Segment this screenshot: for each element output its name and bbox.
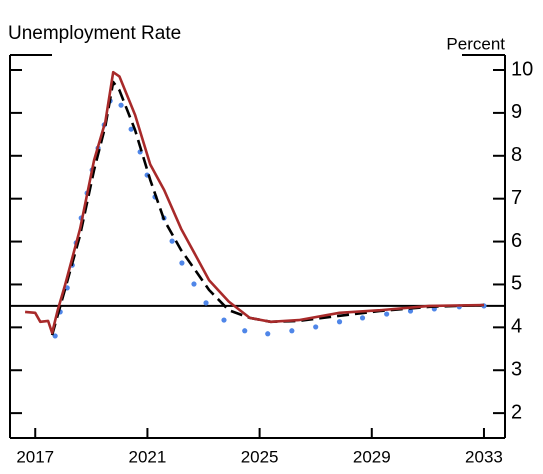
y-tick-label: 8 bbox=[511, 144, 522, 166]
x-tick-label: 2025 bbox=[241, 447, 279, 466]
data-point bbox=[169, 238, 175, 244]
series-line bbox=[50, 80, 485, 336]
data-point bbox=[242, 328, 248, 334]
x-tick-label: 2029 bbox=[353, 447, 391, 466]
y-tick-label: 6 bbox=[511, 230, 522, 252]
y-tick-label: 4 bbox=[511, 316, 522, 338]
data-point bbox=[265, 331, 271, 337]
series-line bbox=[24, 70, 485, 335]
data-point bbox=[221, 317, 227, 323]
data-point bbox=[289, 328, 295, 334]
data-point bbox=[179, 260, 185, 266]
y-tick-label: 2 bbox=[511, 401, 522, 423]
y-tick-label: 7 bbox=[511, 187, 522, 209]
x-tick-label: 2033 bbox=[465, 447, 503, 466]
data-point bbox=[313, 324, 319, 330]
y-axis-label: Percent bbox=[446, 34, 505, 53]
data-point bbox=[384, 311, 390, 317]
x-tick-label: 2021 bbox=[129, 447, 167, 466]
data-point bbox=[118, 102, 124, 108]
data-point bbox=[336, 319, 343, 325]
data-point bbox=[191, 281, 197, 287]
frame bbox=[9, 54, 506, 439]
data-point bbox=[128, 126, 134, 132]
chart-title: Unemployment Rate bbox=[8, 23, 181, 44]
y-tick-label: 9 bbox=[511, 101, 522, 123]
data-point bbox=[203, 300, 209, 306]
x-tick-label: 2017 bbox=[16, 447, 54, 466]
y-tick-label: 5 bbox=[511, 273, 522, 295]
data-point bbox=[359, 315, 366, 321]
data-point bbox=[52, 333, 58, 339]
y-tick-label: 10 bbox=[511, 58, 533, 80]
y-tick-label: 3 bbox=[511, 359, 522, 381]
